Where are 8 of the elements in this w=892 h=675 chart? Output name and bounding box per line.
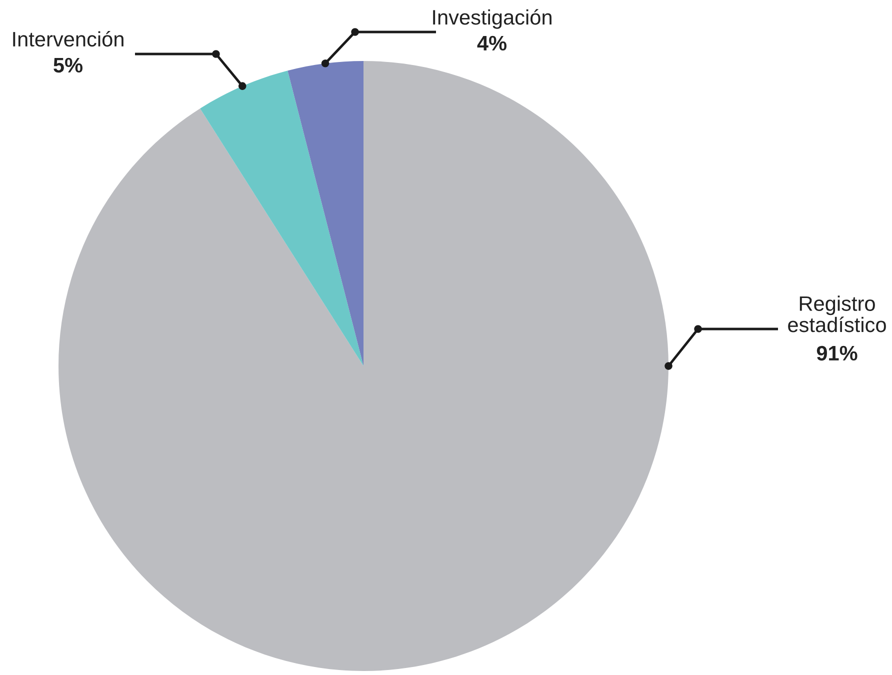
- slice-label: Registro estadístico: [788, 296, 886, 332]
- pie-slice: [200, 70, 364, 366]
- slice-label: Investigación: [433, 9, 552, 29]
- data-label: 4%: [477, 36, 507, 51]
- pie-slice: [288, 61, 364, 366]
- data-label: 91%: [816, 346, 858, 361]
- slice-label: Intervención: [13, 31, 124, 47]
- data-label: 5%: [54, 58, 83, 73]
